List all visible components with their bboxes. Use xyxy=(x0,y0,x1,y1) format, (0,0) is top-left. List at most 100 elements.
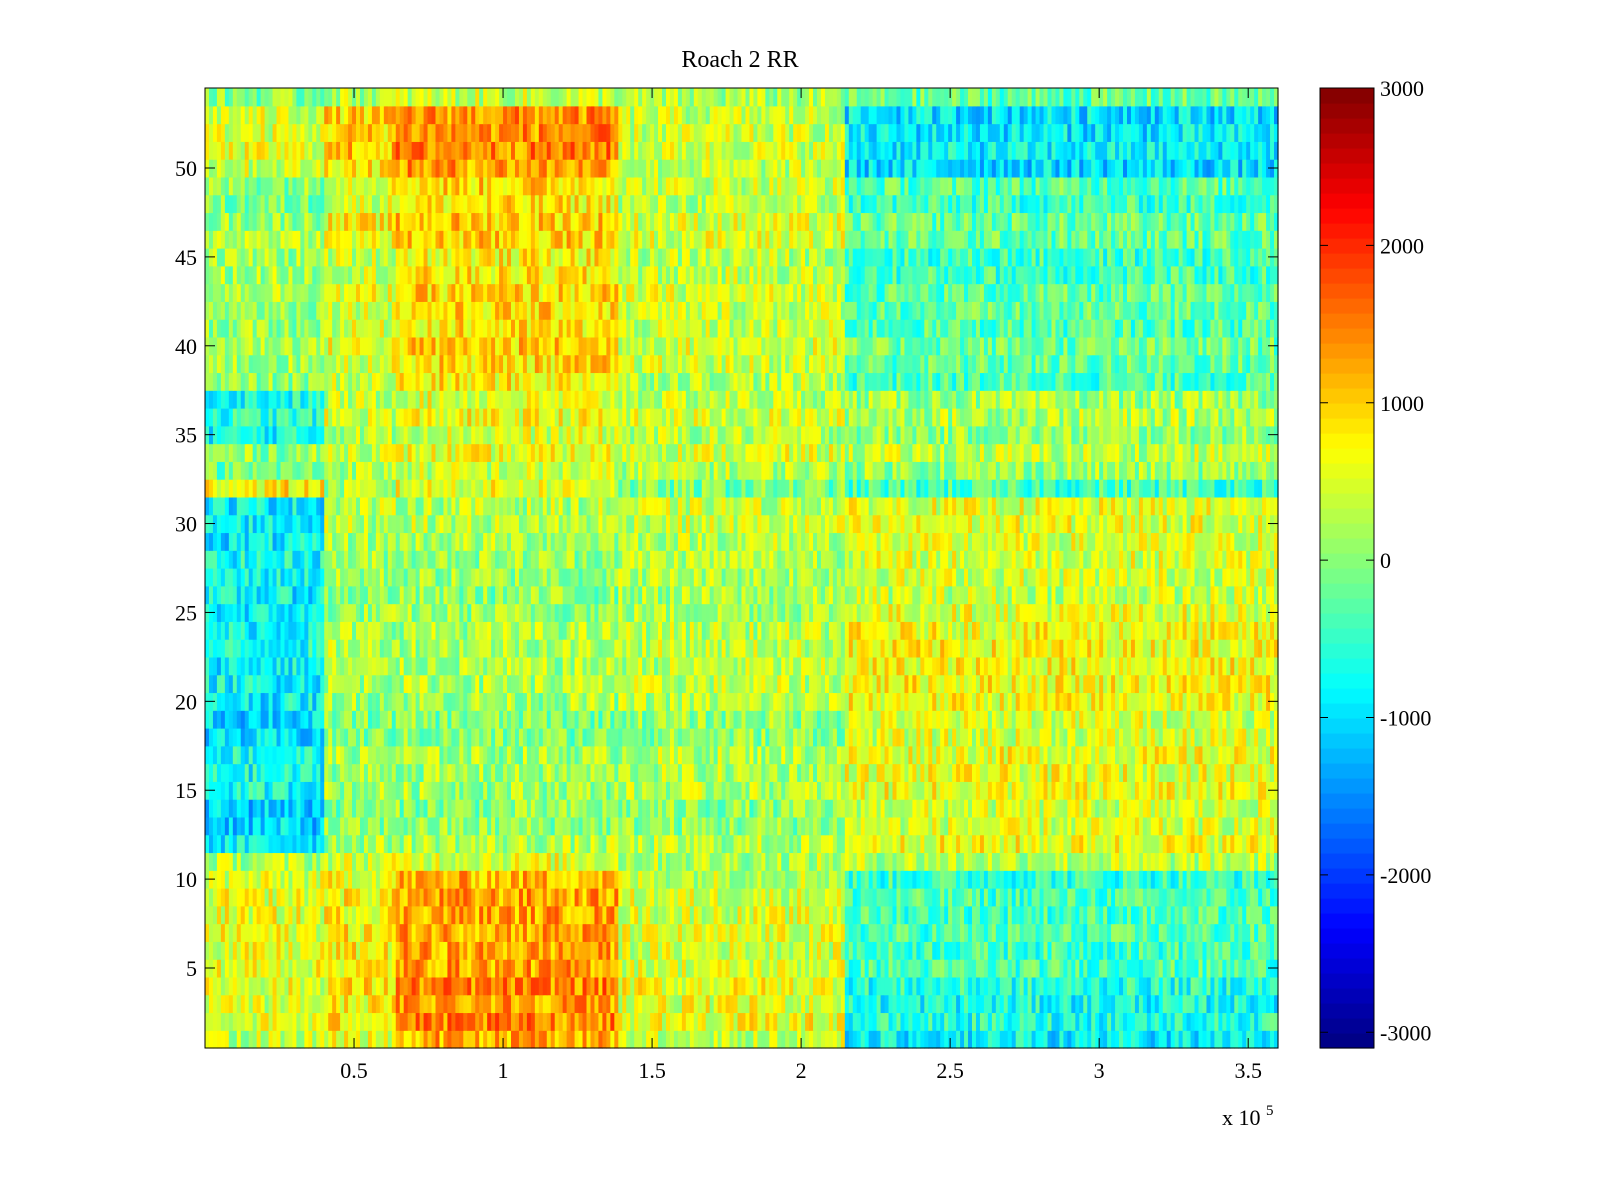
heatmap-cell xyxy=(960,888,965,907)
heatmap-cell xyxy=(634,994,639,1014)
heatmap-cell xyxy=(1051,852,1057,871)
heatmap-cell xyxy=(733,994,739,1014)
heatmap-cell xyxy=(1071,1012,1076,1031)
heatmap-cell xyxy=(622,976,627,996)
heatmap-cell xyxy=(328,923,333,942)
heatmap-cell xyxy=(205,1030,210,1049)
heatmap-cell xyxy=(507,941,512,960)
heatmap-cell xyxy=(769,728,774,747)
heatmap-cell xyxy=(809,834,814,854)
heatmap-cell xyxy=(1079,923,1084,942)
heatmap-cell xyxy=(1146,799,1152,818)
heatmap-cell xyxy=(590,905,596,925)
heatmap-cell xyxy=(212,816,218,836)
heatmap-cell xyxy=(1055,834,1061,854)
heatmap-cell xyxy=(650,1012,655,1031)
heatmap-cell xyxy=(705,834,711,854)
heatmap-cell xyxy=(717,834,723,854)
heatmap-cell xyxy=(658,816,663,836)
heatmap-cell xyxy=(1123,728,1128,747)
heatmap-cell xyxy=(904,816,910,836)
heatmap-cell xyxy=(435,923,441,942)
heatmap-cell xyxy=(443,781,449,800)
heatmap-cell xyxy=(852,994,858,1014)
heatmap-cell xyxy=(371,816,377,836)
heatmap-cell xyxy=(1071,1030,1076,1049)
heatmap-cell xyxy=(685,870,691,889)
heatmap-cell xyxy=(916,870,921,889)
heatmap-cell xyxy=(824,728,830,747)
heatmap-cell xyxy=(952,923,957,942)
heatmap-cell xyxy=(1138,888,1144,907)
heatmap-cell xyxy=(459,745,464,765)
heatmap-cell xyxy=(511,905,516,925)
heatmap-cell xyxy=(1214,941,1219,960)
heatmap-cell xyxy=(578,781,584,800)
heatmap-cell xyxy=(300,1012,305,1031)
heatmap-cell xyxy=(574,834,580,854)
heatmap-cell xyxy=(264,1030,270,1049)
heatmap-cell xyxy=(1015,976,1021,996)
heatmap-cell xyxy=(1031,941,1037,960)
heatmap-cell xyxy=(296,994,301,1014)
heatmap-cell xyxy=(1222,888,1227,907)
heatmap-cell xyxy=(312,852,317,871)
heatmap-cell xyxy=(745,976,751,996)
heatmap-cell xyxy=(503,870,508,889)
heatmap-cell xyxy=(840,976,846,996)
heatmap-cell xyxy=(1003,959,1009,978)
heatmap-cell xyxy=(805,976,810,996)
heatmap-cell xyxy=(1246,852,1251,871)
heatmap-cell xyxy=(904,959,910,978)
heatmap-cell xyxy=(1254,816,1259,836)
heatmap-cell xyxy=(296,763,301,782)
heatmap-cell xyxy=(924,959,929,978)
heatmap-cell xyxy=(964,799,969,818)
heatmap-cell xyxy=(308,905,313,925)
heatmap-cell xyxy=(244,870,250,889)
heatmap-cell xyxy=(1246,728,1251,747)
heatmap-cell xyxy=(1051,976,1057,996)
heatmap-cell xyxy=(1266,816,1271,836)
heatmap-cell xyxy=(872,1030,878,1049)
heatmap-cell xyxy=(562,763,568,782)
heatmap-cell xyxy=(503,888,508,907)
heatmap-cell xyxy=(697,870,703,889)
heatmap-cell xyxy=(407,816,413,836)
heatmap-cell xyxy=(1206,852,1212,871)
heatmap-cell xyxy=(813,1030,818,1049)
heatmap-cell xyxy=(801,941,806,960)
heatmap-cell xyxy=(932,870,937,889)
heatmap-cell xyxy=(638,1030,643,1049)
heatmap-cell xyxy=(753,834,758,854)
heatmap-cell xyxy=(606,710,611,729)
heatmap-cell xyxy=(423,1030,429,1049)
heatmap-cell xyxy=(244,816,250,836)
heatmap-cell xyxy=(1079,763,1084,782)
heatmap-cell xyxy=(1087,1030,1092,1049)
heatmap-cell xyxy=(1194,923,1200,942)
heatmap-cell xyxy=(550,941,556,960)
heatmap-cell xyxy=(578,941,584,960)
heatmap-cell xyxy=(431,923,437,942)
heatmap-cell xyxy=(1186,870,1192,889)
heatmap-cell xyxy=(761,905,766,925)
heatmap-cell xyxy=(662,763,667,782)
heatmap-cell xyxy=(312,763,317,782)
heatmap-cell xyxy=(1178,728,1184,747)
heatmap-cell xyxy=(324,994,329,1014)
heatmap-cell xyxy=(240,923,246,942)
heatmap-cell xyxy=(781,870,786,889)
heatmap-cell xyxy=(375,1030,381,1049)
heatmap-cell xyxy=(558,941,564,960)
heatmap-cell xyxy=(665,763,671,782)
heatmap-cell xyxy=(1091,888,1096,907)
heatmap-cell xyxy=(1063,923,1068,942)
heatmap-cell xyxy=(741,905,747,925)
heatmap-cell xyxy=(646,870,651,889)
heatmap-cell xyxy=(940,888,945,907)
heatmap-cell xyxy=(1075,728,1080,747)
heatmap-cell xyxy=(336,728,341,747)
heatmap-cell xyxy=(1178,799,1184,818)
heatmap-cell xyxy=(1099,1030,1104,1049)
